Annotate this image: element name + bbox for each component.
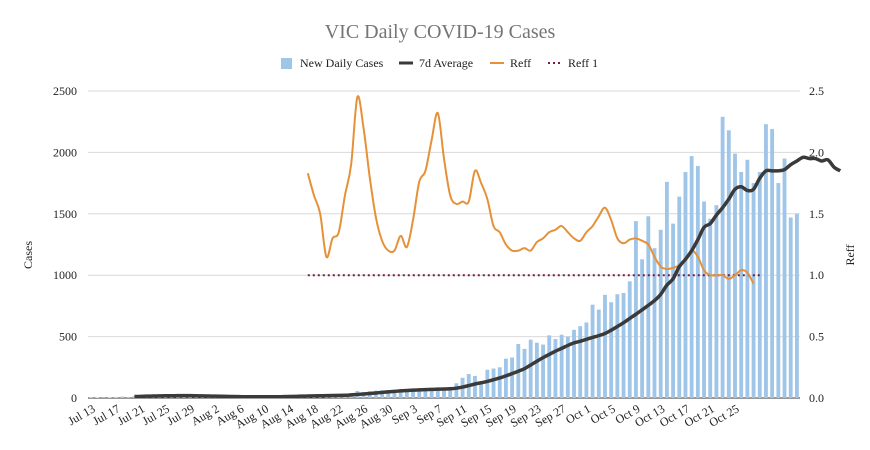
bar	[442, 388, 446, 398]
bar	[714, 205, 719, 398]
y2-tick-label: 0.5	[809, 330, 824, 344]
bar	[627, 281, 632, 398]
y-axis-right-ticks: 0.0 0.5 1.0 1.5 2.0 2.5	[809, 84, 824, 405]
bar	[757, 172, 762, 398]
legend-label-reff: Reff	[510, 56, 531, 70]
bar	[615, 294, 620, 398]
bar	[689, 156, 694, 398]
bar	[132, 396, 137, 398]
y2-tick-label: 1.0	[809, 268, 824, 282]
bar	[658, 229, 663, 398]
bar	[578, 326, 583, 398]
bar	[404, 389, 409, 398]
bar	[417, 388, 422, 398]
bar	[720, 116, 725, 399]
bar	[473, 375, 477, 398]
bar	[652, 248, 657, 398]
y-tick-label: 1500	[53, 207, 77, 221]
bar	[590, 304, 595, 398]
bar	[107, 397, 112, 398]
y-tick-label: 0	[71, 391, 77, 405]
legend-swatch-new-daily-cases	[281, 58, 292, 69]
bar	[664, 181, 669, 398]
bar	[448, 386, 453, 398]
bar	[708, 218, 713, 398]
bar	[572, 329, 576, 398]
y-axis-title: Cases	[21, 241, 35, 269]
bar	[120, 396, 124, 398]
y2-tick-label: 2.5	[809, 84, 824, 98]
bar	[776, 183, 781, 398]
bar	[398, 389, 403, 398]
bar	[596, 309, 601, 398]
bar	[640, 259, 645, 398]
bar	[553, 339, 558, 398]
bar	[782, 158, 787, 398]
bar	[485, 369, 490, 398]
bar	[677, 196, 682, 398]
bar	[794, 213, 799, 398]
bar	[788, 217, 793, 398]
line-series-group	[134, 95, 842, 399]
bar	[392, 390, 397, 398]
y2-tick-label: 1.5	[809, 207, 824, 221]
bar	[510, 357, 515, 398]
bar	[435, 388, 440, 398]
bar	[497, 367, 502, 398]
bar	[547, 335, 552, 398]
legend-label-7d-average: 7d Average	[419, 56, 473, 70]
bar	[411, 389, 415, 398]
bar	[454, 383, 459, 398]
bar	[491, 368, 496, 398]
y-tick-label: 500	[59, 330, 77, 344]
legend-label-reff-1: Reff 1	[568, 56, 598, 70]
bar	[380, 390, 385, 398]
bar	[522, 348, 527, 398]
bar	[429, 389, 434, 398]
bar	[541, 344, 545, 398]
bar	[695, 165, 700, 398]
bar	[702, 201, 706, 398]
bar	[113, 397, 118, 398]
legend: New Daily Cases 7d Average Reff Reff 1	[281, 56, 598, 70]
y2-axis-title: Reff	[843, 244, 857, 265]
bar	[621, 293, 626, 398]
bar	[503, 358, 508, 398]
bar	[770, 129, 775, 398]
bar	[603, 294, 607, 398]
bar	[386, 390, 391, 398]
bar	[726, 130, 731, 398]
y-axis-left-ticks: 0 500 1000 1500 2000 2500	[53, 84, 77, 405]
line-7d-average	[134, 155, 842, 399]
bar	[634, 221, 638, 398]
legend-label-new-daily-cases: New Daily Cases	[300, 56, 384, 70]
y-tick-label: 2000	[53, 145, 77, 159]
chart-title: VIC Daily COVID-19 Cases	[325, 21, 556, 43]
bar	[671, 223, 675, 398]
y2-tick-label: 0.0	[809, 391, 824, 405]
y-tick-label: 2500	[53, 84, 77, 98]
y2-tick-label: 2.0	[809, 145, 824, 159]
bar	[559, 334, 564, 398]
bar	[584, 322, 589, 398]
bar	[764, 124, 768, 398]
bar	[565, 336, 570, 398]
y-tick-label: 1000	[53, 268, 77, 282]
bar	[609, 302, 614, 398]
bar	[126, 397, 131, 398]
bar	[745, 159, 750, 398]
bar	[534, 342, 539, 398]
bar	[683, 172, 688, 398]
bar	[751, 183, 756, 398]
bar	[479, 383, 484, 398]
bar	[423, 388, 428, 398]
bar	[528, 339, 533, 398]
bar	[739, 172, 744, 398]
